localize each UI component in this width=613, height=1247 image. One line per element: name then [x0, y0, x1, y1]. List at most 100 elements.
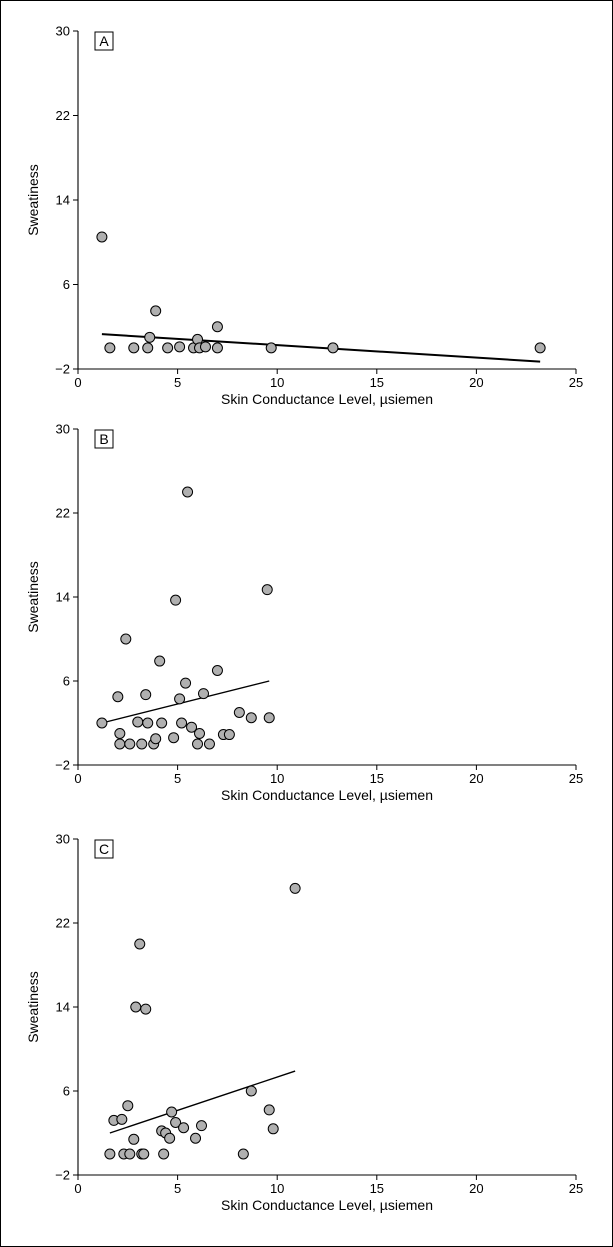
panel-c: −2 6 14 22 30 0 5 10 15 20 25 Skin Conductance Leve…: [25, 832, 583, 1214]
panel-b-point: [132, 716, 144, 728]
panel-c-x-tick-label: 15: [370, 1181, 384, 1196]
panel-b-y-axis-title: Sweatiness: [25, 561, 41, 633]
panel-b-point: [180, 677, 192, 689]
panel-b-point: [261, 584, 273, 596]
panels: −2 6 14 22 30 0 5 10 15 20 25 Skin Conductance Leve…: [25, 24, 583, 1214]
panel-b-point: [197, 688, 209, 700]
panel-a-x-tick-label: 15: [370, 375, 384, 390]
panel-c-point: [122, 1100, 134, 1112]
panel-c-point: [104, 1148, 116, 1160]
panel-a-point: [150, 305, 162, 317]
panel-a-y-tick-label: 30: [56, 24, 70, 39]
panel-c-x-tick-label: 20: [469, 1181, 483, 1196]
panel-b-point: [174, 693, 186, 705]
panel-b-point: [136, 738, 148, 750]
panel-c-x-tick-label: 10: [270, 1181, 284, 1196]
panel-b-point: [114, 728, 126, 739]
panel-a-label: A: [99, 33, 109, 49]
panel-b-label: B: [99, 431, 108, 447]
panel-a-x-axis-title: Skin Conductance Level, µsiemen: [221, 391, 433, 407]
panel-a-point: [534, 342, 546, 354]
panel-b-x-tick-label: 0: [74, 771, 81, 786]
panel-b-point: [186, 721, 198, 733]
panel-a-point: [211, 342, 223, 354]
panel-b-point: [170, 594, 182, 606]
panel-c-point: [178, 1122, 190, 1134]
panel-c-point: [158, 1148, 170, 1160]
panel-b-x-tick-label: 25: [569, 771, 583, 786]
panel-a-point: [162, 342, 174, 354]
panel-b-point: [156, 717, 168, 729]
panel-c-point: [196, 1120, 208, 1132]
panel-a-fit-line: [101, 333, 541, 363]
panel-c-point: [164, 1132, 176, 1144]
panel-b-point: [263, 712, 275, 724]
panel-c-point: [170, 1117, 182, 1128]
panel-b-point: [233, 707, 245, 718]
panel-c-x-tick-label: 5: [174, 1181, 181, 1196]
panel-c-y-tick-label: 22: [56, 916, 70, 931]
panel-a-x-tick-label: 25: [569, 375, 583, 390]
panel-a-point: [96, 231, 108, 243]
panel-b-y-tick-label: 6: [63, 674, 70, 689]
panel-c-y-tick-label: −2: [55, 1168, 70, 1183]
panel-b-point: [154, 655, 166, 667]
panel-b-point: [96, 717, 108, 729]
panel-b-label-box: [94, 429, 114, 449]
panel-a-x-tick-label: 20: [469, 375, 483, 390]
panel-b-x-tick-label: 20: [469, 771, 483, 786]
panel-c-point: [263, 1104, 275, 1116]
panel-b-fit-line: [101, 680, 270, 724]
panel-a-point: [199, 341, 211, 353]
panel-b-point: [142, 717, 154, 729]
panel-a-point: [144, 331, 156, 343]
panel-c-x-tick-label: 25: [569, 1181, 583, 1196]
panel-a-point: [265, 342, 277, 354]
panel-b-x-tick-label: 10: [270, 771, 284, 786]
panel-a-label-box: [94, 31, 114, 51]
panel-c-point: [124, 1148, 136, 1160]
panel-b-point: [203, 738, 215, 750]
panel-b-y-tick-label: 14: [56, 590, 70, 605]
panel-b-point: [192, 738, 204, 750]
panel-b-point: [120, 633, 132, 645]
panel-b-point: [194, 728, 206, 739]
panel-c-point: [245, 1085, 257, 1097]
panel-c-point: [138, 1148, 150, 1160]
panel-b-x-tick-label: 5: [174, 771, 181, 786]
panel-b-point: [182, 486, 194, 498]
panel-c-point: [289, 882, 301, 894]
panel-c-y-tick-label: 30: [56, 832, 70, 847]
panel-c-label-box: [94, 839, 114, 859]
panel-b-y-tick-label: 30: [56, 422, 70, 437]
panel-c-point: [134, 938, 146, 950]
panel-c-point: [128, 1133, 140, 1145]
panel-a-point: [327, 342, 339, 354]
panel-a-point: [211, 321, 223, 333]
panel-c-y-tick-label: 14: [56, 1000, 70, 1015]
panel-b-point: [114, 738, 126, 750]
panel-a-x-tick-label: 0: [74, 375, 81, 390]
panel-c-label: C: [99, 841, 109, 857]
panel-a-y-tick-label: 6: [63, 277, 70, 292]
panel-b-point: [124, 738, 136, 750]
panel-c-point: [116, 1113, 128, 1125]
panel-b-point: [112, 691, 124, 703]
panel-b-y-tick-label: −2: [55, 758, 70, 773]
panel-a: −2 6 14 22 30 0 5 10 15 20 25 Skin Conductance Leve…: [25, 24, 583, 408]
panel-c-point: [166, 1106, 178, 1118]
panel-b-point: [150, 733, 162, 745]
panel-c-point: [130, 1001, 142, 1013]
panel-a-point: [128, 342, 140, 354]
panel-a-point: [104, 342, 116, 354]
panel-c-point: [237, 1148, 249, 1160]
panel-b-y-tick-label: 22: [56, 506, 70, 521]
panel-c-x-tick-label: 0: [74, 1181, 81, 1196]
panel-b-point: [176, 717, 188, 729]
panel-c-x-axis-title: Skin Conductance Level, µsiemen: [221, 1197, 433, 1213]
panel-a-y-tick-label: 22: [56, 108, 70, 123]
panel-a-y-tick-label: 14: [56, 193, 70, 208]
panel-c-point: [190, 1132, 202, 1144]
